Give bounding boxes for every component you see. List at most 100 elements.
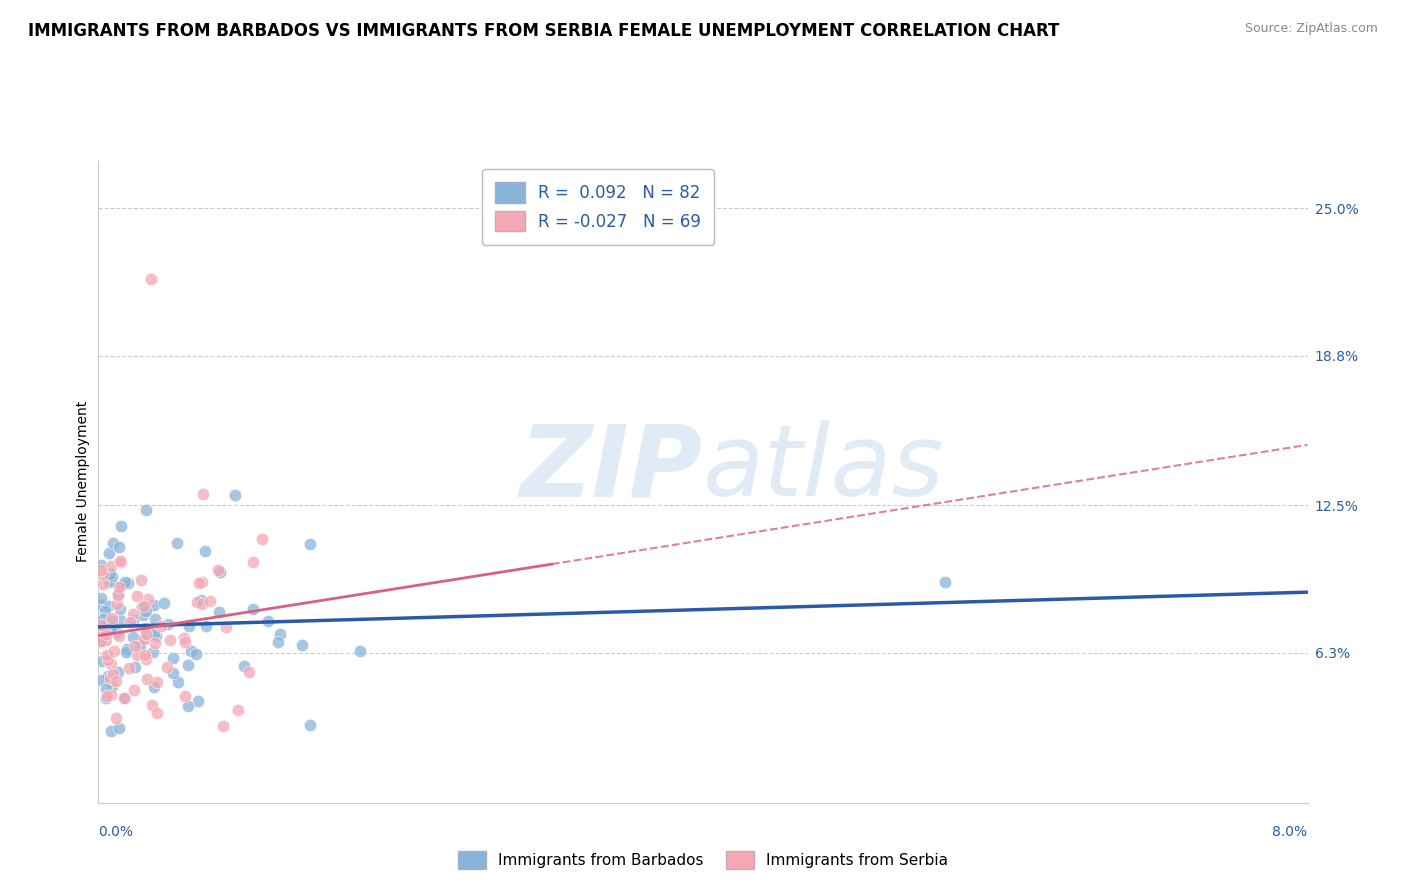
Point [96,626,118,640]
Point [232,659,254,673]
Point [291,638,314,652]
Point [124,659,146,673]
Point [187,694,209,708]
Point [107,665,129,679]
Point [142,680,165,694]
Point [162,665,184,680]
Legend: R =  0.092   N = 82, R = -0.027   N = 69: R = 0.092 N = 82, R = -0.027 N = 69 [482,169,714,244]
Point [143,599,166,613]
Point [114,574,136,589]
Point [224,488,246,502]
Point [127,589,149,603]
Point [166,536,188,550]
Point [191,486,214,500]
Point [91,634,114,648]
Point [129,573,152,587]
Point [141,698,163,713]
Text: Source: ZipAtlas.com: Source: ZipAtlas.com [1244,22,1378,36]
Point [98,566,121,581]
Point [117,576,139,591]
Point [121,613,143,627]
Point [191,597,214,611]
Point [145,706,167,720]
Point [257,614,280,628]
Point [208,565,231,579]
Point [208,606,231,620]
Point [110,518,132,533]
Legend: Immigrants from Barbados, Immigrants from Serbia: Immigrants from Barbados, Immigrants fro… [451,845,955,875]
Point [90,591,112,605]
Point [111,578,134,592]
Point [190,592,212,607]
Point [90,563,112,577]
Text: IMMIGRANTS FROM BARBADOS VS IMMIGRANTS FROM SERBIA FEMALE UNEMPLOYMENT CORRELATI: IMMIGRANTS FROM BARBADOS VS IMMIGRANTS F… [28,22,1060,40]
Point [118,661,141,675]
Text: atlas: atlas [703,420,945,517]
Point [115,642,138,657]
Point [125,648,148,663]
Point [212,719,235,733]
Point [107,587,129,601]
Point [142,645,165,659]
Point [120,615,142,629]
Point [110,602,132,616]
Point [96,691,118,706]
Point [167,675,190,690]
Point [105,597,128,611]
Point [934,574,956,589]
Point [145,629,167,643]
Point [101,535,124,549]
Point [177,698,200,713]
Point [100,558,122,573]
Point [136,591,159,606]
Point [134,621,156,635]
Point [104,673,127,688]
Point [156,660,179,674]
Point [110,613,132,627]
Point [91,624,114,639]
Point [107,588,129,602]
Point [94,681,117,696]
Point [188,575,211,590]
Point [91,577,114,591]
Point [195,619,218,633]
Point [90,633,112,648]
Point [97,669,120,683]
Point [250,532,273,546]
Point [115,644,138,658]
Point [100,724,122,739]
Point [93,619,115,633]
Point [90,624,112,639]
Point [149,619,172,633]
Point [215,620,238,634]
Point [349,644,371,658]
Text: 8.0%: 8.0% [1272,825,1308,839]
Point [146,675,169,690]
Point [157,617,180,632]
Point [101,610,124,624]
Point [103,667,125,681]
Point [198,593,221,607]
Point [91,623,114,637]
Point [238,665,260,680]
Point [298,718,321,732]
Point [177,619,200,633]
Y-axis label: Female Unemployment: Female Unemployment [76,401,90,562]
Point [143,636,166,650]
Point [173,631,195,645]
Point [90,673,112,687]
Point [159,633,181,648]
Point [110,555,132,569]
Point [141,272,163,286]
Point [90,558,112,572]
Point [96,633,118,648]
Point [190,574,212,589]
Point [194,544,217,558]
Point [98,671,121,685]
Point [180,643,202,657]
Point [135,604,157,618]
Point [96,648,118,662]
Point [132,599,155,613]
Point [100,679,122,693]
Point [174,689,197,703]
